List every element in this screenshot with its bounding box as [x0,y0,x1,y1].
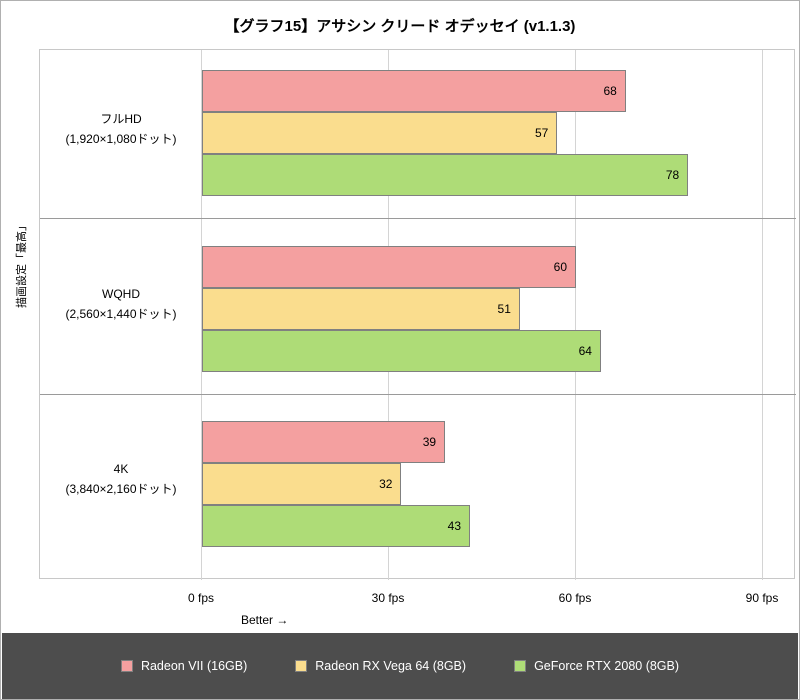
plot-area: 68 57 78 60 51 64 39 32 43 [39,49,796,580]
bar-radeon-vii-fullhd: 68 [202,70,626,112]
bar-value-label: 32 [379,477,393,491]
xtick-1: 30 fps [371,591,405,605]
bar-rtx2080-wqhd: 64 [202,330,601,372]
xtick-2: 60 fps [558,591,592,605]
group-separator-1 [40,218,796,219]
gridline-90fps [762,50,763,580]
legend-swatch-icon [295,660,308,672]
bar-value-label: 43 [447,519,462,533]
x-axis-label: Better → [241,613,289,627]
gridline-60fps [575,50,576,580]
bar-radeon-vii-wqhd: 60 [202,246,576,288]
bar-vega64-wqhd: 51 [202,288,520,330]
legend-label: Radeon RX Vega 64 (8GB) [315,659,467,673]
category-label-2-line1: 4K [113,462,129,476]
category-label-1: WQHD (2,560×1,440ドット) [41,284,201,324]
gridline-0fps [201,50,202,580]
category-label-1-line2: (2,560×1,440ドット) [65,307,177,321]
bar-radeon-vii-4k: 39 [202,421,446,463]
legend-item-vega64: Radeon RX Vega 64 (8GB) [295,659,466,673]
y-axis-label: 描画設定「最高」 [16,220,28,308]
legend-swatch-icon [120,660,133,672]
category-label-0-line2: (1,920×1,080ドット) [65,132,177,146]
category-label-1-line1: WQHD [102,287,140,301]
bar-rtx2080-fullhd: 78 [202,154,689,196]
category-label-2: 4K (3,840×2,160ドット) [41,459,201,499]
bar-value-label: 68 [603,84,617,98]
legend-label: GeForce RTX 2080 (8GB) [534,659,680,673]
legend: Radeon VII (16GB) Radeon RX Vega 64 (8GB… [2,633,798,699]
category-label-0: フルHD (1,920×1,080ドット) [41,109,201,149]
bar-value-label: 60 [553,260,567,274]
category-label-0-line1: フルHD [100,112,142,126]
bar-value-label: 57 [534,126,549,140]
legend-item-radeon-vii: Radeon VII (16GB) [120,659,248,673]
bar-value-label: 39 [422,435,437,449]
bar-vega64-4k: 32 [202,463,402,505]
category-label-2-line2: (3,840×2,160ドット) [65,482,177,496]
bar-rtx2080-4k: 43 [202,505,471,547]
bar-vega64-fullhd: 57 [202,112,558,154]
group-separator-2 [40,394,796,395]
legend-label: Radeon VII (16GB) [140,659,248,673]
bar-value-label: 51 [497,302,511,316]
bar-value-label: 78 [665,168,680,182]
xtick-0: 0 fps [187,591,214,605]
bar-value-label: 64 [578,344,592,358]
chart-title: 【グラフ15】アサシン クリード オデッセイ (v1.1.3) [224,18,576,35]
legend-swatch-icon [514,660,527,672]
legend-item-rtx2080: GeForce RTX 2080 (8GB) [514,659,679,673]
xtick-3: 90 fps [745,591,779,605]
